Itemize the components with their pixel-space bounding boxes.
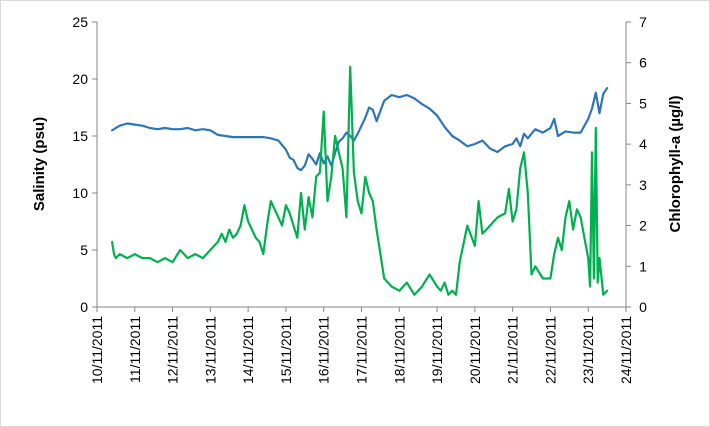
y-axis-right-title: Chlorophyll-a (µg/l): [667, 96, 684, 233]
x-tick-label: 18/11/2011: [391, 316, 407, 384]
y-right-tick-label: 4: [639, 136, 647, 152]
y-right-tick-label: 1: [639, 258, 647, 274]
x-tick-label: 13/11/2011: [202, 316, 218, 384]
y-right-tick-label: 7: [639, 14, 647, 30]
x-tick-label: 15/11/2011: [278, 316, 294, 384]
x-tick-label: 17/11/2011: [354, 316, 370, 384]
chlorophyll-series-line: [110, 65, 609, 296]
y-left-tick-label: 10: [72, 185, 88, 201]
x-tick-label: 11/11/2011: [127, 316, 143, 383]
y-right-tick-label: 3: [639, 177, 647, 193]
x-tick-label: 12/11/2011: [165, 316, 181, 384]
y-left-tick-label: 5: [80, 242, 88, 258]
y-right-tick-label: 2: [639, 218, 647, 234]
x-tick-label: 22/11/2011: [542, 316, 558, 384]
x-tick-label: 10/11/2011: [89, 316, 105, 384]
x-tick-label: 14/11/2011: [240, 316, 256, 384]
y-axis-left-title: Salinity (psu): [31, 117, 48, 211]
y-right-tick-label: 5: [639, 95, 647, 111]
x-tick-label: 16/11/2011: [316, 316, 332, 384]
labels-layer: Salinity (psu) Chlorophyll-a (µg/l): [31, 96, 684, 233]
y-left-tick-label: 15: [72, 128, 88, 144]
x-tick-label: 24/11/2011: [618, 316, 634, 384]
x-tick-label: 23/11/2011: [580, 316, 596, 384]
x-tick-label: 19/11/2011: [429, 316, 445, 384]
axes-layer: 0 5 10 15 20 25 0 1 2 3 4 5 6 7 10/11/2011 11/11/2011 12…: [72, 14, 647, 384]
series-layer: [110, 65, 609, 296]
y-right-tick-label: 0: [639, 299, 647, 315]
y-left-tick-label: 20: [72, 71, 88, 87]
y-right-tick-label: 6: [639, 55, 647, 71]
y-left-tick-label: 0: [80, 299, 88, 315]
salinity-series-line: [110, 86, 609, 172]
x-tick-label: 21/11/2011: [505, 316, 521, 384]
y-left-tick-label: 25: [72, 14, 88, 30]
x-tick-label: 20/11/2011: [467, 316, 483, 384]
